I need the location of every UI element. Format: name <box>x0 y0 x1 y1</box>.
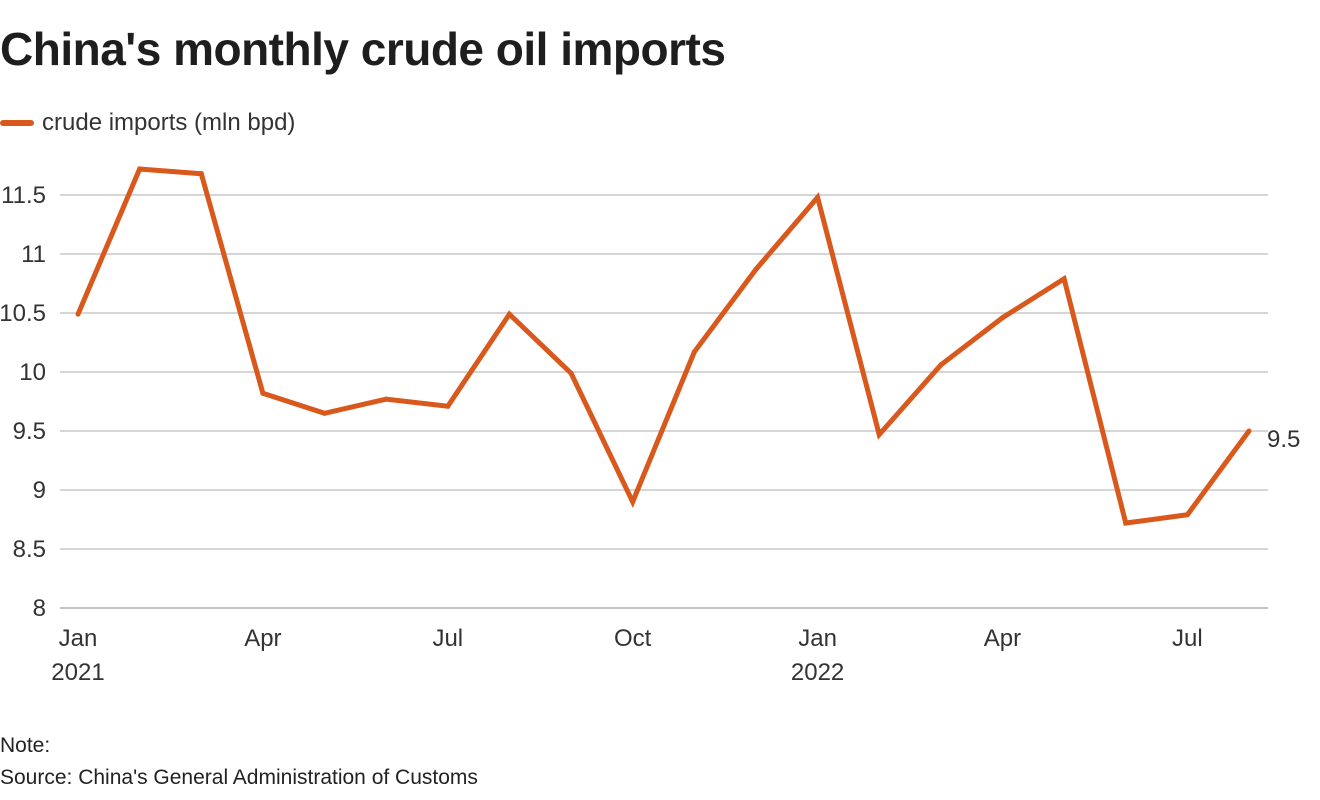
x-tick-label: Jul <box>432 625 463 652</box>
data-point <box>1246 428 1252 434</box>
y-axis-ticks: 8 8.5 9 9.5 10 10.5 11 11.5 <box>0 182 46 622</box>
series-line <box>75 166 1252 526</box>
chart-title: China's monthly crude oil imports <box>0 23 726 75</box>
data-point <box>383 396 389 402</box>
y-tick-label: 10.5 <box>0 300 46 327</box>
grid-lines <box>60 194 1268 609</box>
data-point <box>1061 276 1067 282</box>
data-point <box>999 315 1005 321</box>
chart-note: Note: <box>0 734 51 757</box>
legend-swatch <box>0 120 34 126</box>
y-tick-label: 9.5 <box>13 418 46 445</box>
data-point <box>568 370 574 376</box>
y-tick-label: 11 <box>21 241 46 268</box>
x-axis-ticks: Jan 2021 Apr Jul Oct Jan 2022 Apr Jul <box>51 625 1202 686</box>
x-tick-label: Jan <box>798 625 837 652</box>
x-tick-year-label: 2021 <box>51 659 104 686</box>
data-point <box>137 166 143 172</box>
data-point <box>322 410 328 416</box>
data-point <box>1184 512 1190 518</box>
chart-source: Source: China's General Administration o… <box>0 766 478 789</box>
x-tick-label: Apr <box>984 625 1021 652</box>
y-tick-label: 11.5 <box>1 182 46 209</box>
y-tick-label: 10 <box>19 359 46 386</box>
data-point <box>938 362 944 368</box>
data-labels: 9.5 <box>1267 426 1300 453</box>
x-tick-year-label: 2022 <box>791 659 844 686</box>
data-point <box>198 171 204 177</box>
x-tick-label: Oct <box>614 625 652 652</box>
data-point <box>815 194 821 200</box>
data-point <box>630 499 636 505</box>
series-layer <box>75 166 1252 526</box>
data-point <box>506 311 512 317</box>
y-tick-label: 9 <box>33 477 46 504</box>
data-point <box>260 390 266 396</box>
x-tick-label: Jan <box>59 625 98 652</box>
y-tick-label: 8.5 <box>13 536 46 563</box>
data-point <box>876 432 882 438</box>
y-tick-label: 8 <box>33 595 46 622</box>
data-point <box>1123 520 1129 526</box>
data-point <box>75 311 81 317</box>
legend-label: crude imports (mln bpd) <box>42 109 296 136</box>
data-point <box>445 403 451 409</box>
end-value-label: 9.5 <box>1267 426 1300 453</box>
chart-legend: crude imports (mln bpd) <box>0 108 295 138</box>
data-point <box>753 266 759 272</box>
x-tick-label: Jul <box>1172 625 1203 652</box>
data-point <box>691 349 697 355</box>
x-tick-label: Apr <box>244 625 281 652</box>
